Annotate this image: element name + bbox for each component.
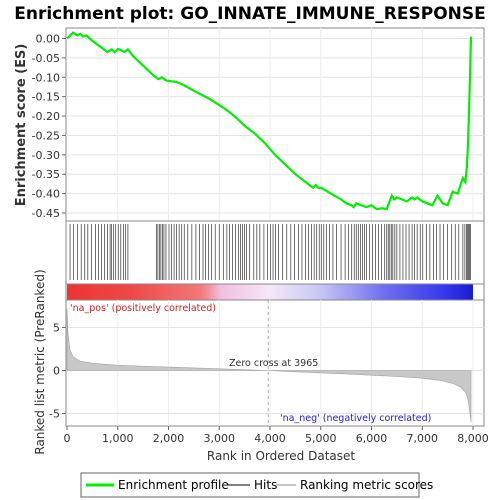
ranking-y-axis-label: Ranked list metric (PreRanked) [33, 269, 47, 454]
ranking-tick-label: -5 [49, 408, 60, 421]
x-tick-label: 1,000 [102, 432, 134, 445]
x-tick-label: 6,000 [356, 432, 388, 445]
x-tick-label: 2,000 [153, 432, 185, 445]
ranking-colorbar [65, 283, 485, 301]
ranking-tick-label: 5 [53, 322, 60, 335]
legend-label-enrichment: Enrichment profile [118, 478, 229, 492]
x-axis-label: Rank in Ordered Dataset [207, 449, 355, 463]
es-tick-label: 0.00 [36, 33, 61, 46]
es-tick-label: -0.10 [32, 71, 60, 84]
x-tick-label: 5,000 [305, 432, 337, 445]
es-tick-label: -0.25 [32, 129, 60, 142]
es-gridlines [66, 28, 484, 221]
legend: Enrichment profile Hits Ranking metric s… [80, 472, 433, 498]
x-tick-label: 3,000 [204, 432, 236, 445]
legend-box [80, 472, 420, 498]
hits-frame [65, 220, 485, 285]
es-tick-label: -0.40 [32, 188, 60, 201]
chart-title: Enrichment plot: GO_INNATE_IMMUNE_RESPON… [14, 4, 486, 24]
x-tick-label: 4,000 [254, 432, 286, 445]
x-tick-label: 8,000 [457, 432, 489, 445]
x-tick-label: 7,000 [407, 432, 439, 445]
es-y-axis-label: Enrichment score (ES) [14, 44, 29, 207]
es-y-ticks: 0.00 -0.05 -0.10 -0.15 -0.20 -0.25 -0.30 -0.35 -… [32, 33, 66, 220]
es-tick-label: -0.20 [32, 110, 60, 123]
es-tick-label: -0.30 [32, 149, 60, 162]
ranking-frame [65, 299, 485, 427]
ranking-panel: 5 0 -5 'na_pos' (positively correlated) Ze… [33, 269, 485, 455]
ranking-y-ticks: 5 0 -5 [49, 322, 66, 421]
hit-marks [69, 224, 471, 280]
x-axis-ticks: 0 1,000 2,000 3,000 4,000 5,000 6,000 7,000 8,00… [64, 426, 489, 445]
zero-cross-label: Zero cross at 3965 [229, 358, 318, 369]
legend-label-ranking: Ranking metric scores [300, 478, 433, 492]
es-tick-label: -0.05 [32, 52, 60, 65]
es-tick-label: -0.15 [32, 91, 60, 104]
ranking-tick-label: 0 [53, 365, 60, 378]
enrichment-profile-line [66, 31, 473, 211]
es-panel: 0.00 -0.05 -0.10 -0.15 -0.20 -0.25 -0.30 -0.35 -… [14, 27, 485, 222]
es-tick-label: -0.35 [32, 168, 60, 181]
es-plot-frame [65, 27, 485, 222]
x-tick-label: 0 [64, 432, 71, 445]
colorbar-gradient [67, 284, 473, 300]
pos-correlated-label: 'na_pos' (positively correlated) [70, 303, 216, 314]
legend-label-hits: Hits [254, 478, 277, 492]
neg-correlated-label: 'na_neg' (negatively correlated) [280, 413, 431, 424]
hits-panel [65, 220, 485, 285]
es-tick-label: -0.45 [32, 207, 60, 220]
ranking-metric-area [66, 308, 472, 423]
